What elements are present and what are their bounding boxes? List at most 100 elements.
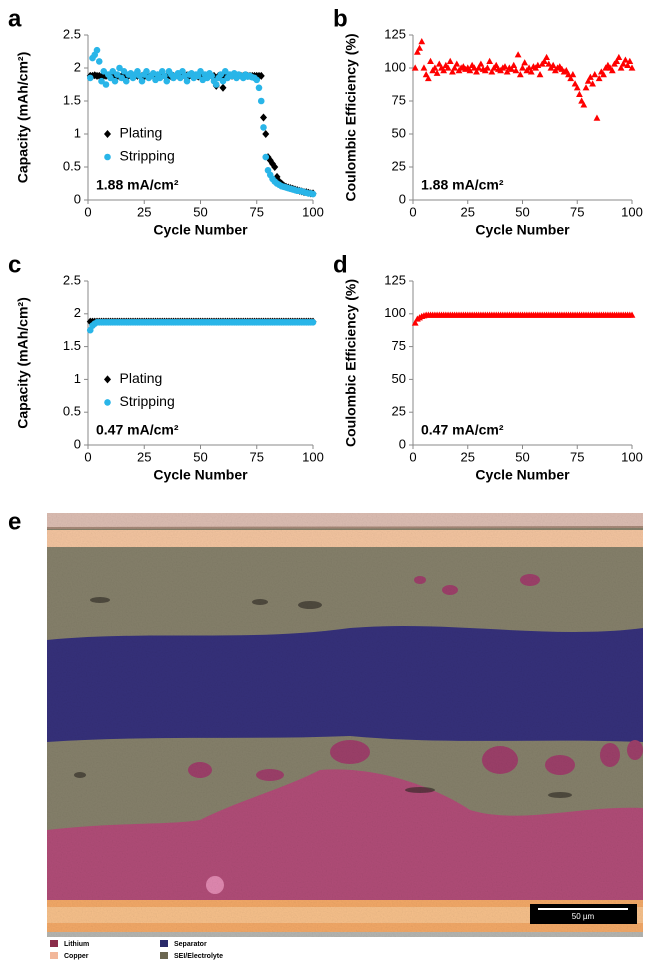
x-tick-label: 75 <box>570 204 584 219</box>
point <box>421 64 428 70</box>
y-tick-label: 50 <box>392 125 406 140</box>
point <box>310 191 317 198</box>
point <box>594 115 601 121</box>
x-axis-label: Cycle Number <box>475 222 570 238</box>
point <box>453 60 460 66</box>
legend-label: Stripping <box>120 393 175 409</box>
annotation: 1.88 mA/cm² <box>421 177 504 193</box>
y-tick-label: 0 <box>399 191 406 206</box>
key-label: Copper <box>64 953 89 960</box>
y-tick-label: 100 <box>384 59 406 74</box>
y-tick-label: 0 <box>74 436 81 451</box>
x-tick-label: 25 <box>137 204 151 219</box>
x-tick-label: 100 <box>621 449 643 464</box>
texture <box>47 513 643 937</box>
y-tick-label: 75 <box>392 92 406 107</box>
y-tick-label: 0.5 <box>63 158 81 173</box>
y-tick-label: 1.5 <box>63 338 81 353</box>
legend-marker <box>104 154 111 161</box>
key-swatch <box>160 952 168 959</box>
y-tick-label: 125 <box>384 26 406 41</box>
key-label: Separator <box>174 941 207 948</box>
point <box>418 38 425 44</box>
point <box>103 81 110 88</box>
point <box>258 98 265 105</box>
point <box>569 71 576 77</box>
y-axis-label: Capacity (mAh/cm²) <box>15 52 31 183</box>
x-tick-label: 25 <box>461 204 475 219</box>
y-tick-label: 1 <box>74 371 81 386</box>
legend-marker <box>104 399 111 406</box>
key-label: Lithium <box>64 941 89 948</box>
x-tick-label: 25 <box>461 449 475 464</box>
point <box>427 58 434 64</box>
y-tick-label: 50 <box>392 371 406 386</box>
key-swatch <box>160 940 168 947</box>
point <box>477 60 484 66</box>
legend-marker <box>104 375 111 383</box>
x-axis-label: Cycle Number <box>153 222 248 238</box>
key-label: SEI/Electrolyte <box>174 953 223 960</box>
x-tick-label: 100 <box>302 204 324 219</box>
y-tick-label: 1.5 <box>63 92 81 107</box>
point <box>87 75 94 82</box>
point <box>213 81 220 88</box>
x-axis-label: Cycle Number <box>475 467 570 483</box>
scale-bar-label: 50 µm <box>572 912 595 921</box>
point <box>543 54 550 60</box>
annotation: 0.47 mA/cm² <box>421 422 504 438</box>
x-tick-label: 75 <box>250 204 264 219</box>
micrograph: 50 µm <box>47 513 643 937</box>
y-tick-label: 2 <box>74 305 81 320</box>
y-tick-label: 0 <box>74 191 81 206</box>
y-axis-label: Coulombic Efficiency (%) <box>343 33 359 201</box>
point <box>576 91 583 97</box>
x-tick-label: 50 <box>193 449 207 464</box>
point <box>519 64 526 70</box>
y-tick-label: 2.5 <box>63 26 81 41</box>
x-tick-label: 0 <box>409 449 416 464</box>
x-tick-label: 50 <box>515 204 529 219</box>
point <box>262 130 269 138</box>
panel-label: b <box>333 5 348 32</box>
panel-label: d <box>333 251 348 278</box>
annotation: 1.88 mA/cm² <box>96 177 179 193</box>
y-axis-label: Coulombic Efficiency (%) <box>343 279 359 447</box>
y-tick-label: 25 <box>392 404 406 419</box>
legend-label: Stripping <box>120 148 175 164</box>
point <box>447 58 454 64</box>
y-tick-label: 75 <box>392 338 406 353</box>
micrograph-key: Lithium Separator Copper SEI/Electrolyte <box>50 940 223 960</box>
panel-label: c <box>8 251 21 278</box>
y-tick-label: 0 <box>399 436 406 451</box>
point <box>591 71 598 77</box>
point <box>262 154 269 161</box>
point <box>96 58 103 65</box>
y-tick-label: 1 <box>74 125 81 140</box>
key-swatch <box>50 940 58 947</box>
y-axis-label: Capacity (mAh/cm²) <box>15 297 31 428</box>
point <box>615 54 622 60</box>
point <box>310 319 317 326</box>
x-tick-label: 100 <box>621 204 643 219</box>
point <box>521 59 528 65</box>
point <box>515 51 522 57</box>
x-tick-label: 0 <box>84 449 91 464</box>
key-swatch <box>50 952 58 959</box>
point <box>256 85 263 92</box>
y-tick-label: 25 <box>392 158 406 173</box>
y-tick-label: 125 <box>384 272 406 287</box>
point <box>537 71 544 77</box>
point <box>163 78 170 85</box>
page: {"chart_data": [ {"panel": "a", "type": … <box>0 0 645 962</box>
legend-label: Plating <box>120 370 163 386</box>
x-tick-label: 50 <box>193 204 207 219</box>
x-tick-label: 25 <box>137 449 151 464</box>
point <box>184 78 191 85</box>
point <box>220 84 227 92</box>
point <box>583 84 590 90</box>
legend-marker <box>104 130 111 138</box>
y-tick-label: 0.5 <box>63 404 81 419</box>
panel-label: a <box>8 5 22 32</box>
x-tick-label: 0 <box>84 204 91 219</box>
